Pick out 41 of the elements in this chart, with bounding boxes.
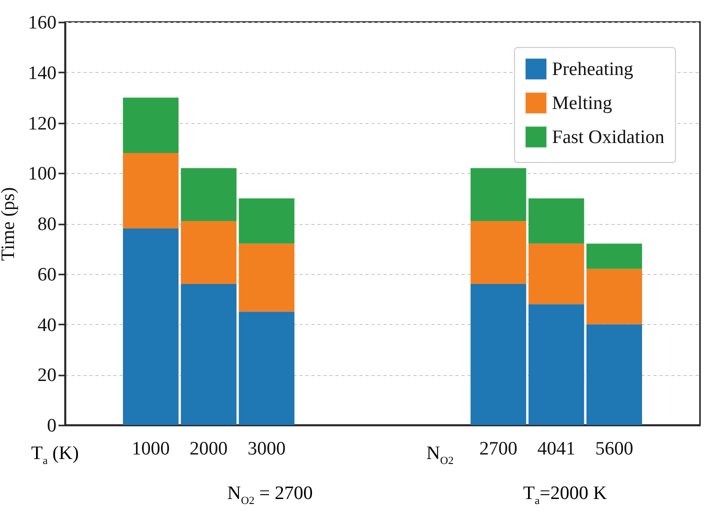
bar — [238, 312, 294, 425]
bar — [470, 284, 526, 425]
y-tick-label: 40 — [38, 314, 56, 336]
bar — [528, 304, 584, 425]
bar — [180, 220, 236, 284]
y-tick-label: 60 — [38, 264, 56, 286]
x-tick-label: 4041 — [537, 438, 576, 460]
bar — [528, 244, 584, 304]
bar — [470, 168, 526, 221]
x-tick-label: 2700 — [479, 438, 518, 460]
text: N$_{O2}$ — [426, 443, 454, 467]
bar — [586, 244, 642, 269]
bar — [586, 268, 642, 324]
bar — [528, 198, 584, 244]
y-tick-label: 100 — [28, 164, 56, 185]
legend-label: Melting — [552, 93, 613, 114]
bar — [586, 324, 642, 425]
text: T$_{a}$=2000 K — [523, 483, 607, 507]
bar — [180, 284, 236, 425]
y-tick-label: 160 — [28, 12, 56, 34]
x-tick-label: 2000 — [190, 438, 228, 460]
x-tick-label: 1000 — [132, 438, 170, 460]
bar — [122, 98, 179, 153]
bar — [470, 220, 526, 284]
y-tick-label: 140 — [28, 62, 56, 84]
y-tick-label: 0 — [47, 416, 56, 436]
legend-label: Fast Oxidation — [552, 127, 665, 148]
legend-label: Preheating — [552, 59, 634, 80]
bar — [238, 244, 294, 312]
y-axis-title: Time (ps) — [0, 187, 19, 261]
text: T$_{a}$ (K) — [31, 443, 79, 467]
bar — [122, 152, 179, 229]
bar — [122, 228, 179, 425]
bar — [238, 198, 294, 244]
y-tick-label: 80 — [38, 214, 56, 235]
y-tick-label: 20 — [38, 365, 56, 386]
text: N$_{O2}$ = 2700 — [227, 483, 313, 507]
bar — [180, 168, 236, 221]
x-tick-label: 5600 — [595, 438, 634, 460]
x-tick-label: 3000 — [248, 438, 286, 460]
y-tick-label: 120 — [28, 113, 56, 134]
